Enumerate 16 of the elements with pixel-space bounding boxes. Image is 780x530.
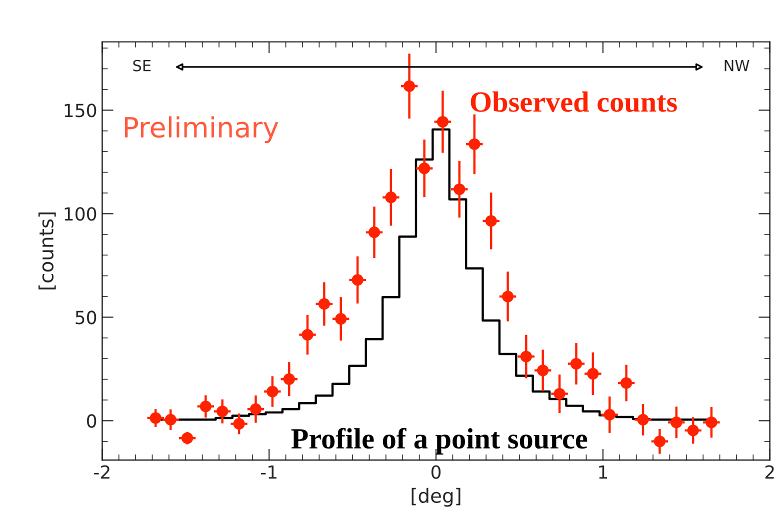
y-tick-label: 100	[64, 207, 96, 221]
annotation: NW	[724, 60, 750, 72]
y-tick-label: 0	[87, 414, 96, 428]
annotation: Preliminary	[124, 116, 278, 144]
x-tick-label: 1	[599, 465, 608, 479]
x-tick-label: -1	[260, 465, 276, 479]
annotation: Profile of a point source	[291, 428, 588, 455]
x-tick-label: 2	[765, 465, 774, 479]
annotation: Observed counts	[470, 91, 677, 112]
y-tick-label: 150	[64, 104, 96, 118]
x-tick-label: -2	[94, 465, 110, 479]
x-tick-label: 0	[431, 465, 441, 479]
annotation: SE	[133, 60, 151, 72]
y-axis-title: [counts]	[38, 212, 56, 290]
y-tick-label: 50	[76, 310, 96, 324]
x-axis-title: [deg]	[412, 488, 460, 507]
